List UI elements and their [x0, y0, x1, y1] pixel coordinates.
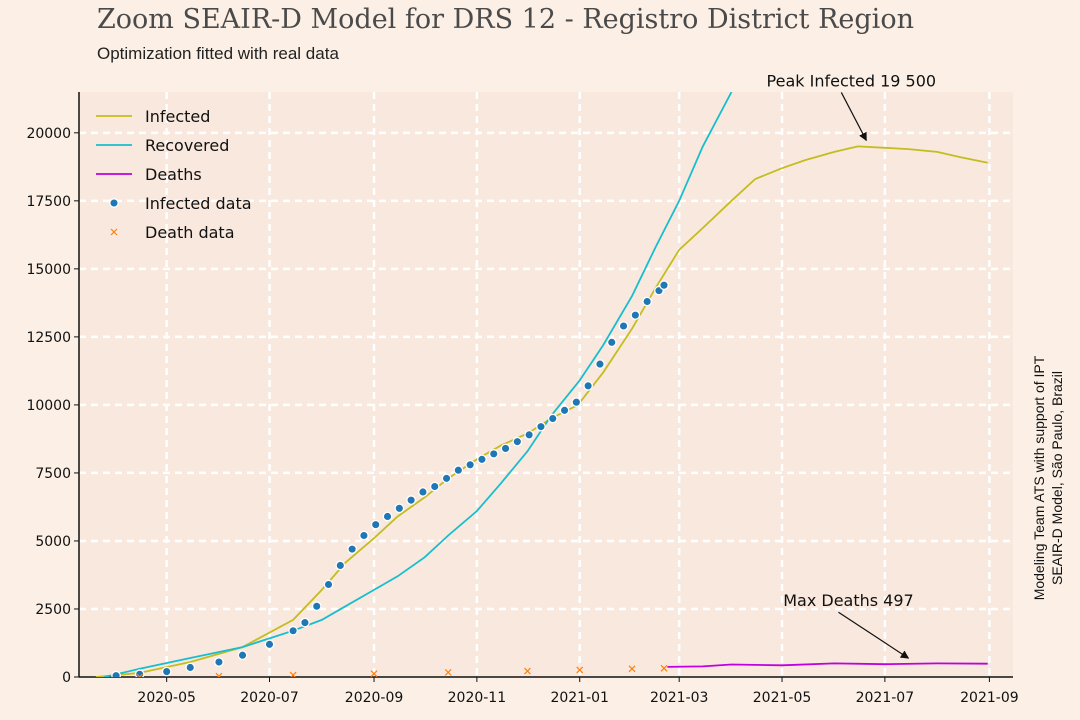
series-infected-data-point [453, 465, 464, 476]
series-infected-data-point [595, 359, 605, 369]
series-infected-data-point [335, 560, 346, 571]
series-death-data-point [576, 666, 584, 674]
grid [79, 92, 1013, 677]
series-infected-data-point [642, 296, 653, 307]
legend-label-infected: Infected [145, 107, 210, 126]
series-layer [95, 92, 988, 677]
series-infected-data-point [161, 666, 172, 677]
series-death-data-point [370, 670, 378, 677]
series-death-data-point [289, 671, 297, 677]
series-infected-data-point [394, 503, 405, 514]
x-tick-label: 2020-11 [448, 690, 507, 706]
annotations: Peak Infected 19 500 Max Deaths 497 [767, 71, 937, 659]
series-infected-data-point [500, 443, 511, 454]
x-tick-label: 2021-03 [650, 690, 709, 706]
series-death-data-point [136, 673, 144, 677]
x-tick-label: 2021-07 [856, 690, 915, 706]
series-infected-data-point [185, 662, 196, 673]
series-infected-data-point [512, 436, 523, 447]
x-tick-label: 2021-01 [550, 690, 609, 706]
series-death-data-point [524, 667, 531, 675]
series-infected-data-point [237, 650, 248, 661]
series-infected-data-point [264, 639, 275, 650]
series-infected-data-point [477, 454, 487, 465]
plot-area [79, 92, 1013, 677]
series-infected-data-point [630, 310, 641, 320]
series-infected-data-point [429, 481, 440, 492]
series-death-data-point [660, 664, 668, 672]
series-recovered-line [104, 92, 733, 677]
series-infected-data-point [583, 381, 593, 391]
series-infected-data-point [323, 579, 334, 590]
series-infected-data-point [418, 487, 428, 497]
series-infected-data-point [370, 519, 381, 530]
annotation-arrow [838, 611, 910, 659]
series-death-data-point [215, 672, 223, 677]
legend-swatch-death-data [110, 228, 118, 236]
series-infected-data-point [559, 405, 570, 416]
y-tick-label: 15000 [26, 262, 71, 278]
series-infected-data-point [382, 511, 393, 522]
chart-subtitle: Optimization fitted with real data [97, 44, 339, 63]
annotation-label: Peak Infected 19 500 [767, 71, 937, 90]
series-infected-data-point [659, 280, 669, 291]
y-tick-label: 17500 [26, 194, 71, 210]
series-infected-data-point [111, 670, 121, 677]
series-infected-data-point [441, 473, 452, 484]
series-infected-data-point [359, 530, 369, 541]
legend-label-infected-data: Infected data [145, 194, 252, 213]
series-infected-data-point [214, 657, 224, 667]
series-death-data-point [444, 668, 452, 676]
series-infected-data-point [347, 544, 357, 554]
series-infected-data-point [300, 617, 310, 628]
annotation-label: Max Deaths 497 [783, 591, 914, 610]
series-infected-data-point [618, 321, 629, 331]
y-tick-label: 0 [62, 670, 71, 686]
series-infected-data-point [524, 429, 534, 440]
y-tick-label: 2500 [35, 602, 71, 618]
y-tick-label: 5000 [35, 534, 71, 550]
legend: Infected Recovered Deaths Infected data Deat… [96, 107, 252, 242]
series-infected-data-point [571, 397, 582, 408]
series-infected-data-point [288, 625, 298, 636]
legend-label-recovered: Recovered [145, 136, 229, 155]
series-infected-data-point [488, 449, 499, 459]
y-tick-label: 20000 [26, 126, 71, 142]
series-deaths-line [667, 662, 988, 668]
chart-title: Zoom SEAIR-D Model for DRS 12 - Registro… [97, 4, 914, 35]
y-tick-label: 10000 [26, 398, 71, 414]
y-tick-label: 12500 [26, 330, 71, 346]
series-infected-data-point [311, 601, 322, 612]
x-tick-label: 2021-09 [960, 690, 1019, 706]
y-tick-label: 7500 [35, 466, 71, 482]
legend-label-death-data: Death data [145, 223, 235, 242]
x-tick-label: 2020-05 [137, 690, 196, 706]
series-infected-data-point [606, 337, 617, 348]
series-infected-data-point [465, 459, 475, 470]
legend-label-deaths: Deaths [145, 165, 202, 184]
series-death-data-point [628, 665, 636, 673]
series-infected-data-point [547, 413, 558, 424]
axes: 0 2500 5000 7500 10000 12500 15000 17500 20000 20… [26, 92, 1019, 706]
series-infected-data-point [536, 421, 546, 432]
legend-swatch-infected-data [109, 198, 119, 208]
x-tick-label: 2021-05 [753, 690, 812, 706]
x-tick-label: 2020-07 [240, 690, 299, 706]
annotation-arrow [840, 92, 867, 142]
x-tick-label: 2020-09 [345, 690, 404, 706]
series-infected-data-point [406, 495, 416, 505]
